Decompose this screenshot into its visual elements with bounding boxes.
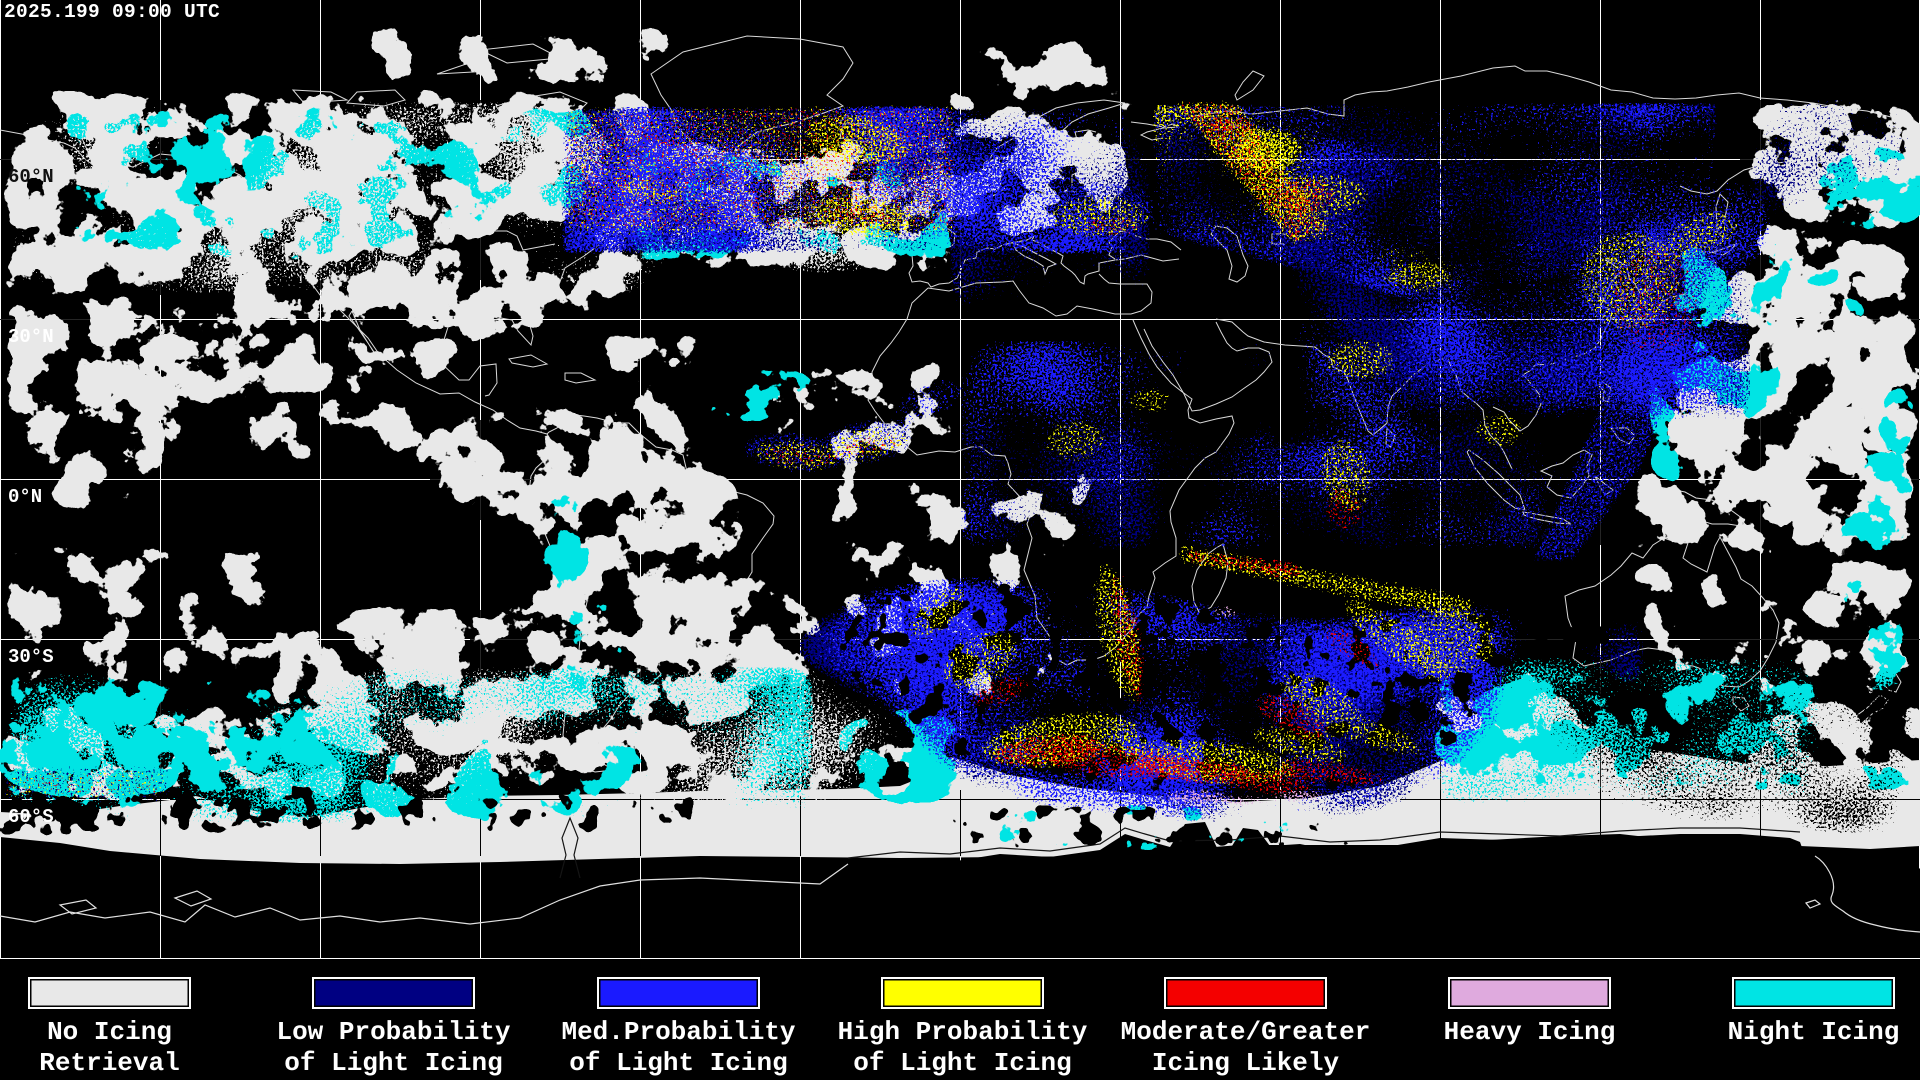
svg-text:2025.199 09:00 UTC: 2025.199 09:00 UTC — [4, 1, 220, 23]
svg-text:High Probability: High Probability — [838, 1017, 1088, 1047]
svg-text:of Light Icing: of Light Icing — [569, 1048, 787, 1078]
svg-text:0°N: 0°N — [8, 486, 42, 508]
svg-text:Retrieval: Retrieval — [39, 1048, 179, 1078]
svg-text:60°N: 60°N — [8, 166, 54, 188]
svg-text:30°S: 30°S — [8, 646, 54, 668]
svg-text:Low Probability: Low Probability — [276, 1017, 510, 1047]
svg-text:Med.Probability: Med.Probability — [561, 1017, 795, 1047]
svg-text:Night Icing: Night Icing — [1728, 1017, 1900, 1047]
svg-text:Moderate/Greater: Moderate/Greater — [1121, 1017, 1371, 1047]
svg-text:of Light Icing: of Light Icing — [284, 1048, 502, 1078]
svg-text:Icing Likely: Icing Likely — [1152, 1048, 1340, 1078]
svg-text:30°N: 30°N — [8, 326, 54, 348]
svg-text:Heavy Icing: Heavy Icing — [1444, 1017, 1616, 1047]
svg-text:60°S: 60°S — [8, 806, 54, 828]
svg-text:No Icing: No Icing — [47, 1017, 172, 1047]
svg-text:of Light Icing: of Light Icing — [853, 1048, 1071, 1078]
